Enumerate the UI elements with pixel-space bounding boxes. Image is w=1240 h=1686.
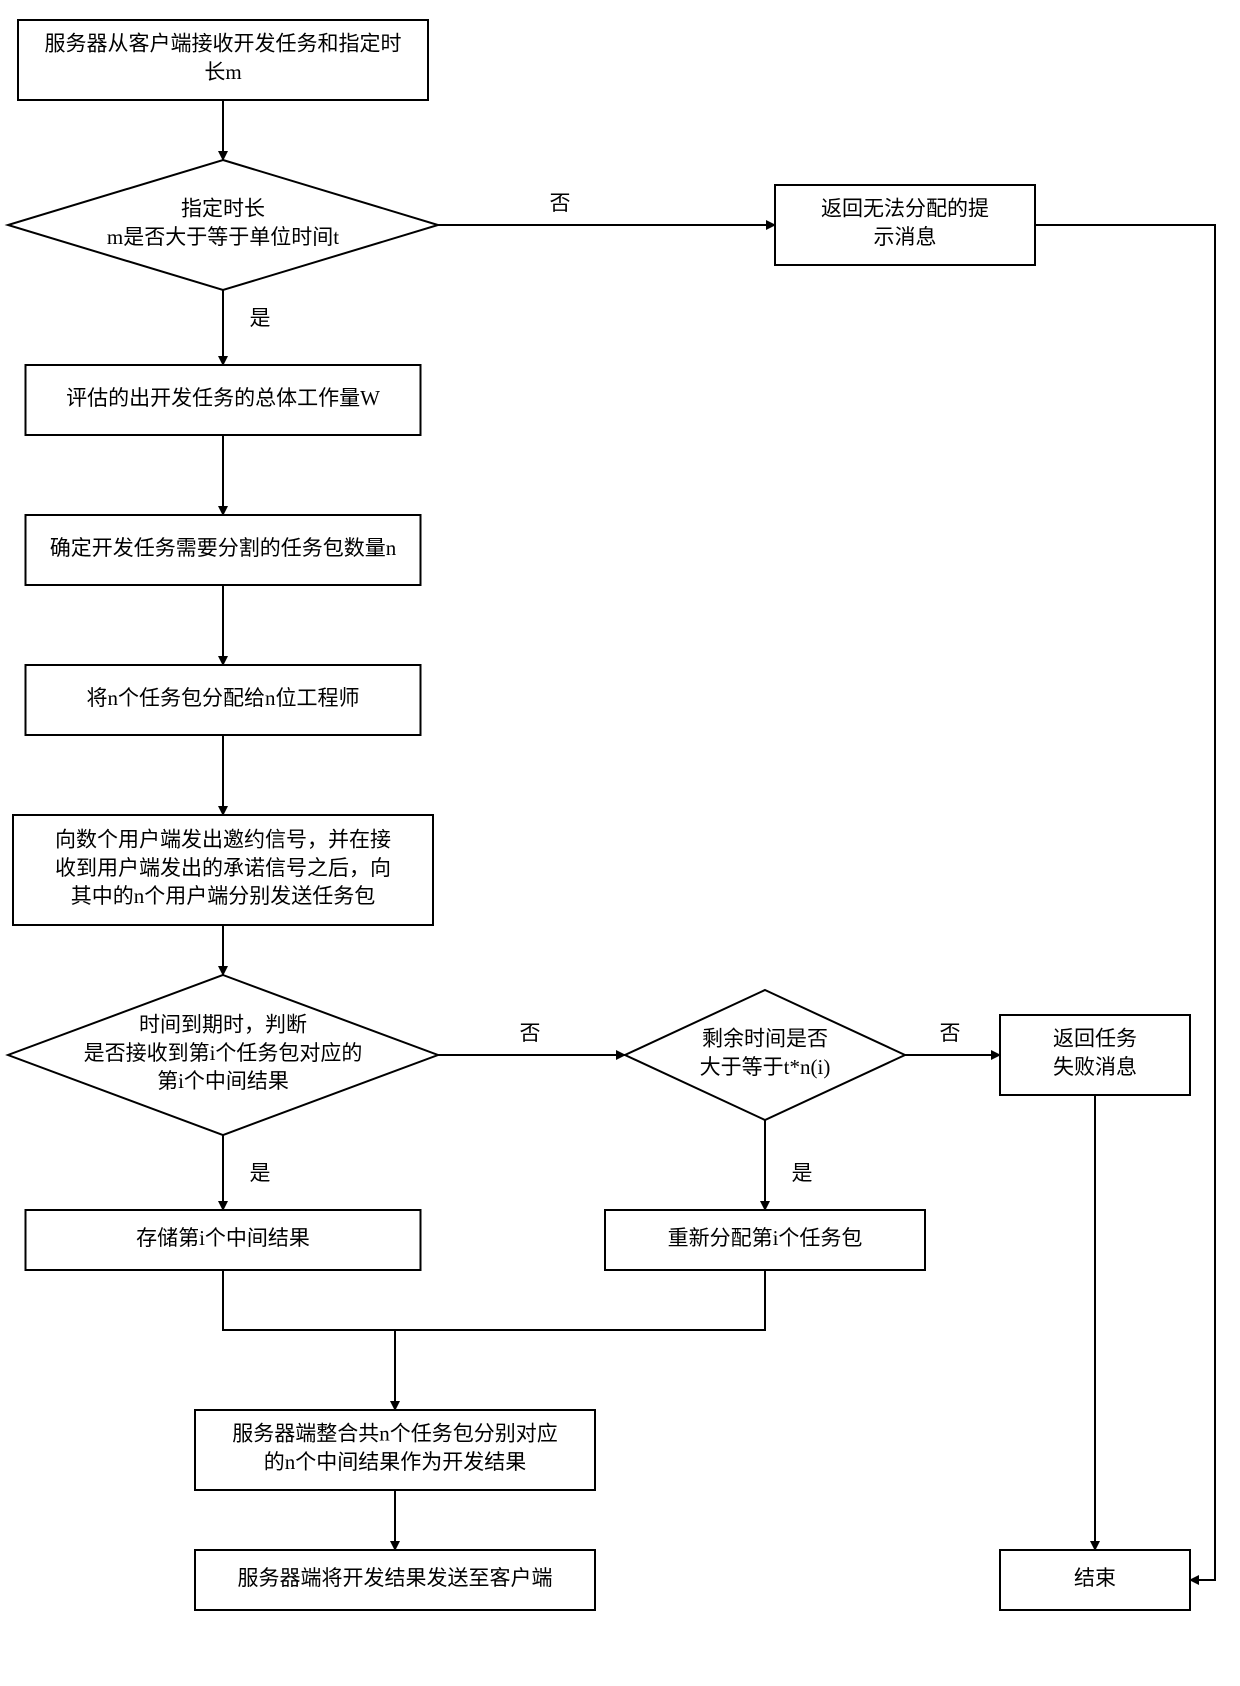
node-text: m是否大于等于单位时间t — [107, 225, 339, 249]
node-text: 示消息 — [874, 225, 937, 249]
node-text: 评估的出开发任务的总体工作量W — [66, 386, 380, 410]
node-text: 时间到期时，判断 — [139, 1012, 307, 1036]
node-text: 剩余时间是否 — [702, 1027, 828, 1051]
node-text: 大于等于t*n(i) — [700, 1055, 831, 1079]
node-text: 的n个中间结果作为开发结果 — [264, 1450, 527, 1474]
edge-label: 否 — [940, 1021, 961, 1045]
node-text: 失败消息 — [1053, 1055, 1137, 1079]
node-text: 是否接收到第i个任务包对应的 — [84, 1041, 363, 1065]
node-text: 收到用户端发出的承诺信号之后，向 — [55, 856, 391, 880]
node-text: 存储第i个中间结果 — [136, 1226, 310, 1250]
node-text: 服务器从客户端接收开发任务和指定时 — [45, 32, 402, 56]
flow-edge — [395, 1270, 765, 1410]
node-text: 返回任务 — [1053, 1027, 1137, 1051]
node-text: 重新分配第i个任务包 — [668, 1226, 863, 1250]
node-text: 服务器端整合共n个任务包分别对应 — [232, 1422, 558, 1446]
edge-label: 否 — [550, 191, 571, 215]
edge-label: 是 — [250, 1161, 271, 1185]
node-text: 长m — [204, 60, 241, 84]
node-text: 将n个任务包分配给n位工程师 — [87, 686, 360, 710]
edge-label: 是 — [792, 1161, 813, 1185]
node-text: 结束 — [1074, 1566, 1116, 1590]
node-text: 确定开发任务需要分割的任务包数量n — [50, 536, 397, 560]
node-text: 第i个中间结果 — [157, 1069, 289, 1093]
node-text: 向数个用户端发出邀约信号，并在接 — [55, 827, 391, 851]
node-text: 指定时长 — [181, 197, 265, 221]
flow-edge — [223, 1270, 395, 1330]
node-text: 其中的n个用户端分别发送任务包 — [71, 884, 376, 908]
edge-label: 是 — [250, 306, 271, 330]
edge-label: 否 — [520, 1021, 541, 1045]
flowchart-svg: 否是否否是是服务器从客户端接收开发任务和指定时长m指定时长m是否大于等于单位时间… — [0, 0, 1240, 1686]
node-text: 返回无法分配的提 — [821, 197, 989, 221]
flow-edge — [1035, 225, 1215, 1580]
node-text: 服务器端将开发结果发送至客户端 — [238, 1566, 553, 1590]
